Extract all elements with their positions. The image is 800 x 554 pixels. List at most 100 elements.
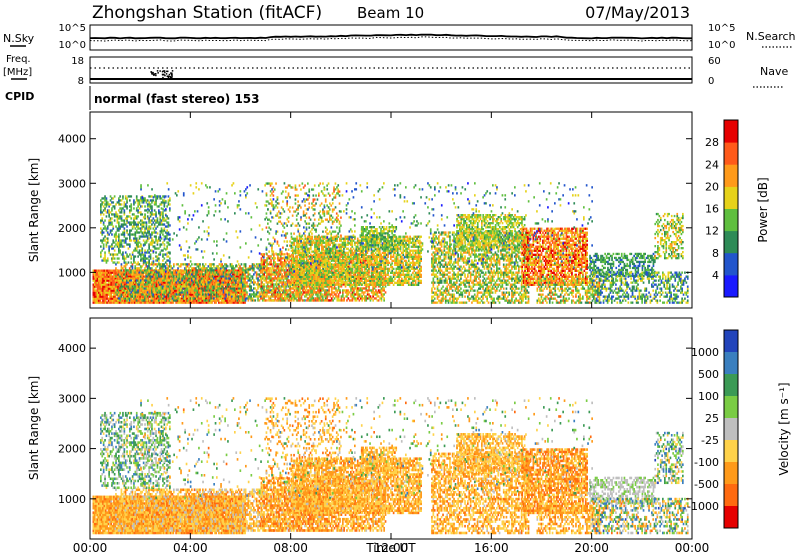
power-cell [126, 205, 128, 207]
power-cell [155, 251, 157, 253]
power-cell [208, 287, 210, 289]
power-cell [194, 269, 196, 271]
power-cell [169, 289, 171, 291]
power-cell [214, 299, 216, 301]
power-cell [266, 259, 268, 261]
power-cell [169, 203, 171, 205]
power-cell [272, 265, 274, 267]
power-cell [115, 285, 117, 287]
power-cell [107, 237, 109, 239]
power-cell [155, 295, 157, 297]
power-cell [206, 291, 208, 293]
power-cell [174, 279, 176, 281]
power-cell [199, 263, 201, 265]
power-cell [153, 239, 155, 241]
power-cell [148, 273, 150, 275]
power-cell [114, 241, 116, 243]
power-cell [151, 249, 153, 251]
power-cell [326, 297, 328, 299]
power-cell [121, 295, 123, 297]
power-cell [197, 295, 199, 297]
power-cell [143, 277, 145, 279]
power-cell [132, 265, 134, 267]
power-cell [169, 299, 171, 301]
power-cell [139, 231, 141, 233]
power-cell [158, 247, 160, 249]
power-cell [157, 243, 159, 245]
power-cell [110, 274, 112, 276]
power-cell [284, 287, 286, 289]
power-cell [173, 275, 175, 277]
power-cell [173, 285, 175, 287]
power-cell [217, 273, 219, 275]
power-cell [130, 287, 132, 289]
power-cell [163, 269, 165, 271]
power-cell [230, 273, 232, 275]
power-cell [155, 235, 157, 237]
power-cell [112, 247, 114, 249]
power-cell [197, 283, 199, 285]
power-cell [232, 291, 234, 293]
power-cell [135, 235, 137, 237]
power-cell [118, 277, 120, 279]
power-cell [111, 243, 113, 245]
power-cell [133, 207, 135, 209]
power-cell [139, 267, 141, 269]
nave-sample [164, 70, 166, 72]
power-cell [197, 277, 199, 279]
power-cell [126, 225, 128, 227]
power-cell [309, 285, 311, 287]
power-cell [274, 261, 276, 263]
power-cell [263, 277, 265, 279]
power-cell [101, 203, 103, 205]
power-cell [280, 255, 282, 257]
power-cell [125, 295, 127, 297]
nave-sample [167, 76, 169, 78]
power-cell [168, 295, 170, 297]
power-cell [122, 253, 124, 255]
power-cell [287, 259, 289, 261]
power-cell [202, 263, 204, 265]
power-cell [169, 233, 171, 235]
power-cell [287, 271, 289, 273]
power-cell [234, 287, 236, 289]
power-cell [139, 221, 141, 223]
power-cell [188, 291, 190, 293]
power-cell [146, 201, 148, 203]
power-cell [303, 287, 305, 289]
power-cell [158, 209, 160, 211]
power-cell [137, 215, 139, 217]
power-cell [184, 293, 186, 295]
power-cell [312, 297, 314, 299]
power-cell [203, 277, 205, 279]
power-cell [168, 259, 170, 261]
power-cell [118, 261, 120, 263]
power-cell [257, 297, 259, 299]
power-cell [212, 267, 214, 269]
power-cell [150, 221, 152, 223]
power-cell [285, 293, 287, 295]
power-cell [274, 265, 276, 267]
power-cell [249, 283, 251, 285]
power-cell [100, 209, 102, 211]
power-cell [114, 249, 116, 251]
power-cell [263, 283, 265, 285]
power-cell [144, 197, 146, 199]
nave-sample [167, 71, 169, 73]
power-cell [107, 259, 109, 261]
power-cell [124, 209, 126, 211]
power-cell [276, 285, 278, 287]
power-cell [140, 269, 142, 271]
power-cell [122, 271, 124, 273]
power-cell [192, 277, 194, 279]
power-cell [169, 269, 171, 271]
power-cell [168, 223, 170, 225]
power-cell [227, 295, 229, 297]
power-cell [104, 225, 106, 227]
power-cell [101, 233, 103, 235]
power-cell [151, 273, 153, 275]
power-cell [158, 257, 160, 259]
power-cell [136, 207, 138, 209]
power-cell [162, 277, 164, 279]
power-cell [150, 279, 152, 281]
